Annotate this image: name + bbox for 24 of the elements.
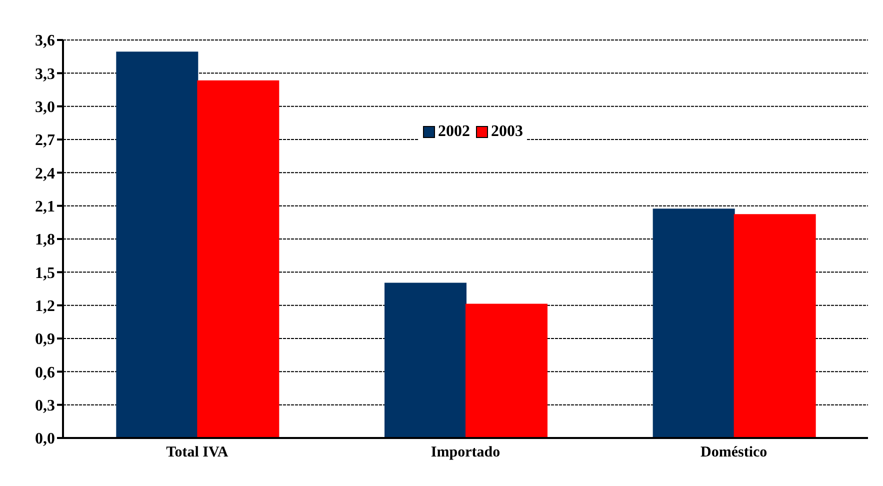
y-tick-label: 0,3 xyxy=(35,398,55,415)
bar xyxy=(652,208,735,438)
y-tick-label: 0,6 xyxy=(35,364,55,382)
y-tick-label: 3,6 xyxy=(35,32,55,50)
y-tick-label: 2,4 xyxy=(35,165,55,182)
bar xyxy=(197,80,280,438)
y-tick-label: 3,0 xyxy=(35,99,55,116)
legend-label: 2002 xyxy=(437,123,470,141)
y-tick-label: 1,2 xyxy=(35,298,55,316)
bar xyxy=(466,304,548,438)
legend-label: 2003 xyxy=(490,123,523,141)
y-tick-label: 0,0 xyxy=(35,430,55,448)
y-tick-label: 2,7 xyxy=(35,132,55,150)
y-tick-label: 1,8 xyxy=(35,232,55,249)
y-tick-label: 3,3 xyxy=(35,66,55,83)
x-tick-label: Importado xyxy=(430,444,500,461)
y-tick-label: 0,9 xyxy=(35,331,55,348)
x-tick-label: Total IVA xyxy=(166,444,228,461)
y-tick-label: 2,1 xyxy=(35,198,55,216)
y-tick-label: 1,5 xyxy=(35,264,55,282)
bar xyxy=(384,282,466,438)
bar xyxy=(734,214,816,438)
x-tick-label: Doméstico xyxy=(700,444,768,461)
bar xyxy=(116,52,198,438)
